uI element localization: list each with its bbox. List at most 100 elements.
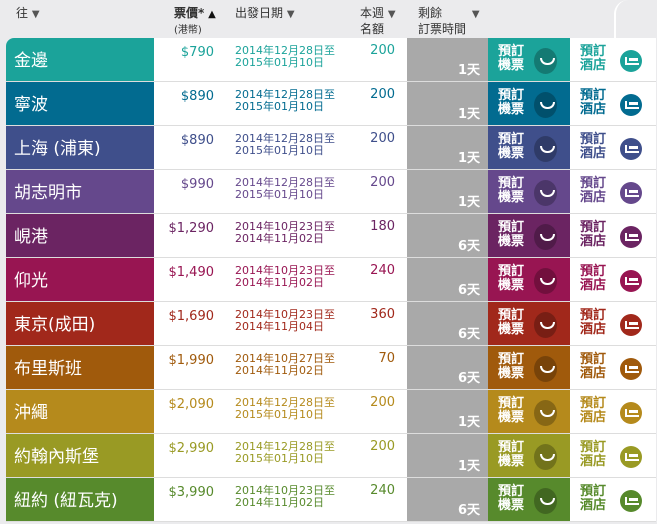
label: 預訂 (498, 352, 525, 367)
bed-icon (620, 50, 642, 72)
book-flight-button[interactable]: 預訂 機票 (488, 346, 570, 389)
date-to: 2014年11月02日 (235, 364, 324, 377)
price: $3,990 (168, 485, 215, 500)
label: 機票 (498, 234, 525, 249)
table-row: 仰光 $1,490 2014年10月23日至 2014年11月02日 240 6天… (6, 258, 656, 302)
book-flight-button[interactable]: 預訂 機票 (488, 126, 570, 169)
book-hotel-button[interactable]: 預訂 酒店 (570, 38, 656, 81)
smile-icon (534, 488, 557, 514)
label: 機票 (498, 410, 525, 425)
book-hotel-button[interactable]: 預訂 酒店 (570, 434, 656, 477)
book-hotel-button[interactable]: 預訂 酒店 (570, 390, 656, 433)
date-from: 2014年12月28日至 (235, 396, 335, 409)
price: $890 (180, 89, 214, 104)
date-to: 2015年01月10日 (235, 188, 324, 201)
travel-dates: 2014年10月23日至 2014年11月02日 (235, 258, 365, 308)
date-from: 2014年10月23日至 (235, 484, 335, 497)
date-to: 2014年11月02日 (235, 232, 324, 245)
sort-quota[interactable]: 本週 ▼ 名額 (360, 6, 396, 36)
quota: 200 (370, 395, 395, 410)
remaining-time: 6天 (407, 478, 488, 521)
destination[interactable]: 仰光 (6, 258, 154, 301)
bed-icon (620, 402, 642, 424)
book-hotel-button[interactable]: 預訂 酒店 (570, 126, 656, 169)
book-hotel-button[interactable]: 預訂 酒店 (570, 82, 656, 125)
label: 預訂 (580, 44, 607, 59)
remaining-time: 6天 (407, 346, 488, 389)
price: $2,990 (168, 441, 215, 456)
destination[interactable]: 上海 (浦東) (6, 126, 154, 169)
book-flight-button[interactable]: 預訂 機票 (488, 434, 570, 477)
table-row: 胡志明市 $990 2014年12月28日至 2015年01月10日 200 1天… (6, 170, 656, 214)
book-flight-button[interactable]: 預訂 機票 (488, 390, 570, 433)
label: 預訂 (580, 220, 607, 235)
label: 預訂 (498, 132, 525, 147)
smile-icon (534, 268, 557, 294)
destination[interactable]: 峴港 (6, 214, 154, 257)
remaining-time: 6天 (407, 214, 488, 257)
book-hotel-button[interactable]: 預訂 酒店 (570, 302, 656, 345)
travel-dates: 2014年12月28日至 2015年01月10日 (235, 126, 365, 176)
destination[interactable]: 紐約 (紐瓦克) (6, 478, 154, 521)
quota: 200 (370, 131, 395, 146)
destination[interactable]: 寧波 (6, 82, 154, 125)
label: 酒店 (580, 190, 607, 205)
date-from: 2014年10月27日至 (235, 352, 335, 365)
price: $790 (180, 45, 214, 60)
destination[interactable]: 布里斯班 (6, 346, 154, 389)
sort-remaining[interactable]: 剩餘 ▼ 訂票時間 (418, 6, 480, 36)
remaining-time: 1天 (407, 390, 488, 433)
sort-price[interactable]: 票價* ▲ (港幣) (174, 6, 216, 36)
price: $1,490 (168, 265, 215, 280)
label: 機票 (498, 146, 525, 161)
book-hotel-button[interactable]: 預訂 酒店 (570, 258, 656, 301)
travel-dates: 2014年12月28日至 2015年01月10日 (235, 170, 365, 220)
destination[interactable]: 金邊 (6, 38, 154, 81)
destination[interactable]: 東京(成田) (6, 302, 154, 345)
remaining-time: 6天 (407, 258, 488, 301)
quota: 200 (370, 175, 395, 190)
price: $1,690 (168, 309, 215, 324)
book-flight-button[interactable]: 預訂 機票 (488, 478, 570, 521)
remaining-time: 1天 (407, 170, 488, 213)
smile-icon (534, 444, 557, 470)
remaining-time: 1天 (407, 126, 488, 169)
destination[interactable]: 胡志明市 (6, 170, 154, 213)
book-hotel-button[interactable]: 預訂 酒店 (570, 214, 656, 257)
book-flight-button[interactable]: 預訂 機票 (488, 258, 570, 301)
travel-dates: 2014年10月23日至 2014年11月02日 (235, 214, 365, 264)
table-row: 金邊 $790 2014年12月28日至 2015年01月10日 200 1天 預… (6, 38, 656, 82)
destination[interactable]: 沖繩 (6, 390, 154, 433)
book-flight-button[interactable]: 預訂 機票 (488, 214, 570, 257)
label: 酒店 (580, 234, 607, 249)
price: $2,090 (168, 397, 215, 412)
sort-destination[interactable]: 往 ▼ (16, 6, 40, 20)
bed-icon (620, 446, 642, 468)
date-from: 2014年12月28日至 (235, 44, 335, 57)
book-flight-button[interactable]: 預訂 機票 (488, 302, 570, 345)
bed-icon (620, 490, 642, 512)
date-from: 2014年12月28日至 (235, 176, 335, 189)
remaining-time: 1天 (407, 38, 488, 81)
book-hotel-button[interactable]: 預訂 酒店 (570, 478, 656, 521)
book-flight-button[interactable]: 預訂 機票 (488, 82, 570, 125)
bed-icon (620, 314, 642, 336)
book-flight-button[interactable]: 預訂 機票 (488, 38, 570, 81)
quota: 240 (370, 483, 395, 498)
travel-dates: 2014年12月28日至 2015年01月10日 (235, 82, 365, 132)
book-hotel-button[interactable]: 預訂 酒店 (570, 170, 656, 213)
label: 機票 (498, 58, 525, 73)
price: $1,990 (168, 353, 215, 368)
smile-icon (534, 356, 557, 382)
smile-icon (534, 224, 557, 250)
table-row: 布里斯班 $1,990 2014年10月27日至 2014年11月02日 70 6… (6, 346, 656, 390)
sort-date[interactable]: 出發日期 ▼ (235, 6, 295, 20)
destination[interactable]: 約翰內斯堡 (6, 434, 154, 477)
quota: 360 (370, 307, 395, 322)
book-flight-button[interactable]: 預訂 機票 (488, 170, 570, 213)
divider (614, 0, 656, 40)
label: 機票 (498, 322, 525, 337)
label: 酒店 (580, 366, 607, 381)
book-hotel-button[interactable]: 預訂 酒店 (570, 346, 656, 389)
date-to: 2015年01月10日 (235, 408, 324, 421)
